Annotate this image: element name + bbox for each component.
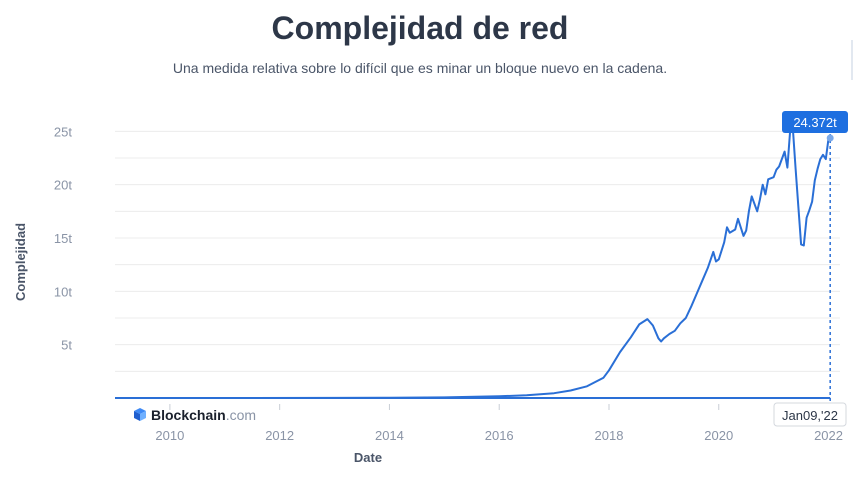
y-tick-label: 20t — [54, 178, 72, 193]
date-tooltip: Jan09,'22 — [773, 402, 847, 427]
date-tooltip-text: Jan09,'22 — [782, 408, 838, 423]
difficulty-series-line — [115, 128, 831, 399]
y-axis-ticks: 5t 10t 15t 20t 25t — [54, 124, 72, 352]
scrollbar-edge — [851, 40, 853, 80]
x-tick-label: 2014 — [375, 428, 404, 443]
x-tick-label: 2016 — [485, 428, 514, 443]
x-tick-label: 2010 — [155, 428, 184, 443]
value-tooltip-box — [782, 111, 848, 133]
y-tick-label: 5t — [61, 338, 72, 353]
y-tick-label: 15t — [54, 231, 72, 246]
brand-name: Blockchain.com — [151, 407, 256, 423]
value-tooltip: 24.372t — [782, 111, 848, 133]
hover-point[interactable] — [826, 134, 834, 142]
x-axis-title: Date — [354, 450, 382, 465]
blockchain-brand: Blockchain.com — [134, 407, 256, 423]
x-tick-label: 2012 — [265, 428, 294, 443]
value-tooltip-text: 24.372t — [793, 115, 837, 130]
y-axis-title: Complejidad — [13, 223, 28, 301]
x-tick-label: 2018 — [595, 428, 624, 443]
page-title: Complejidad de red — [271, 10, 569, 46]
x-axis-ticks: 2010 2012 2014 2016 2018 2020 2022 — [155, 404, 843, 443]
x-tick-label: 2020 — [704, 428, 733, 443]
date-tooltip-box — [773, 402, 847, 427]
x-tick-label: 2022 — [814, 428, 843, 443]
y-tick-label: 25t — [54, 124, 72, 139]
page-subtitle: Una medida relativa sobre lo difícil que… — [172, 60, 668, 76]
chart-grid — [115, 130, 840, 372]
y-tick-label: 10t — [54, 284, 72, 299]
blockchain-cube-icon — [134, 408, 146, 421]
